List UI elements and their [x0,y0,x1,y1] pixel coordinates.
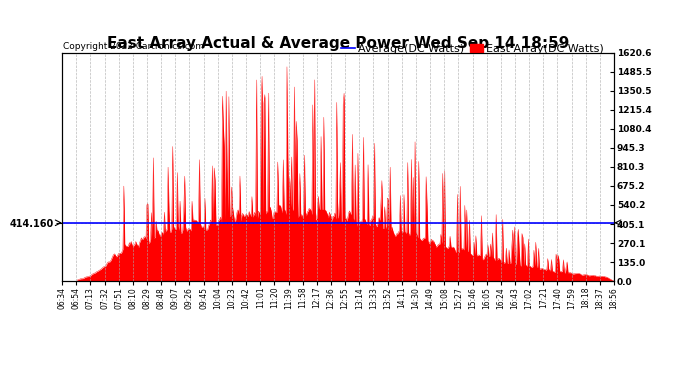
Legend: Average(DC Watts), East Array(DC Watts): Average(DC Watts), East Array(DC Watts) [337,40,609,58]
Text: Copyright 2022 Cartronics.com: Copyright 2022 Cartronics.com [63,42,204,51]
Title: East Array Actual & Average Power Wed Sep 14 18:59: East Array Actual & Average Power Wed Se… [107,36,569,51]
